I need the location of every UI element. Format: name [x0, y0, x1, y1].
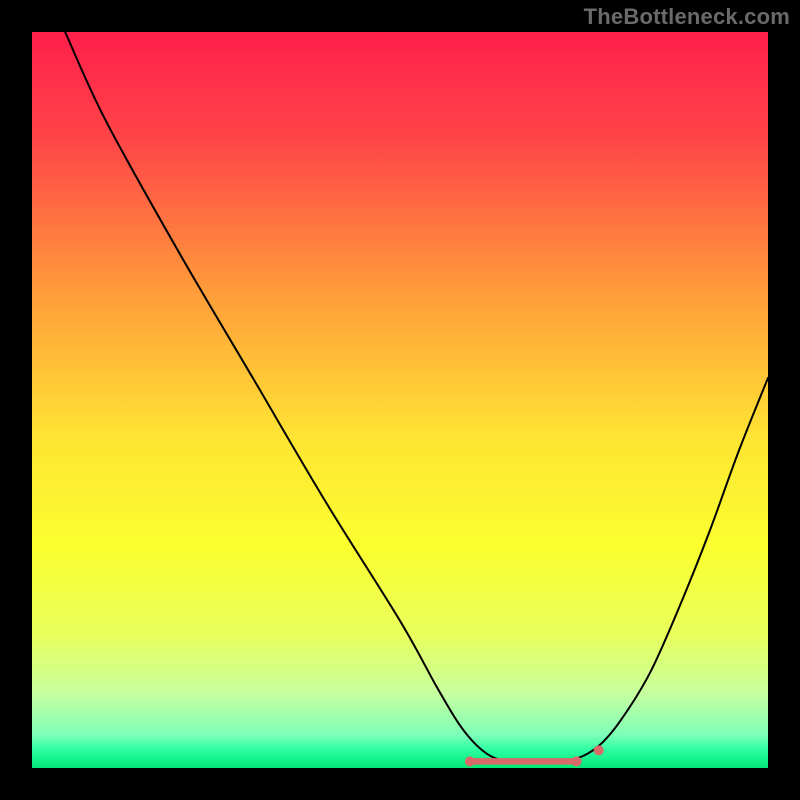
bottleneck-chart	[0, 0, 800, 800]
optimal-range-dot	[594, 745, 604, 755]
optimal-range-cap-right	[572, 756, 582, 766]
watermark-text: TheBottleneck.com	[584, 4, 790, 30]
optimal-range-cap-left	[465, 756, 475, 766]
chart-container: TheBottleneck.com	[0, 0, 800, 800]
